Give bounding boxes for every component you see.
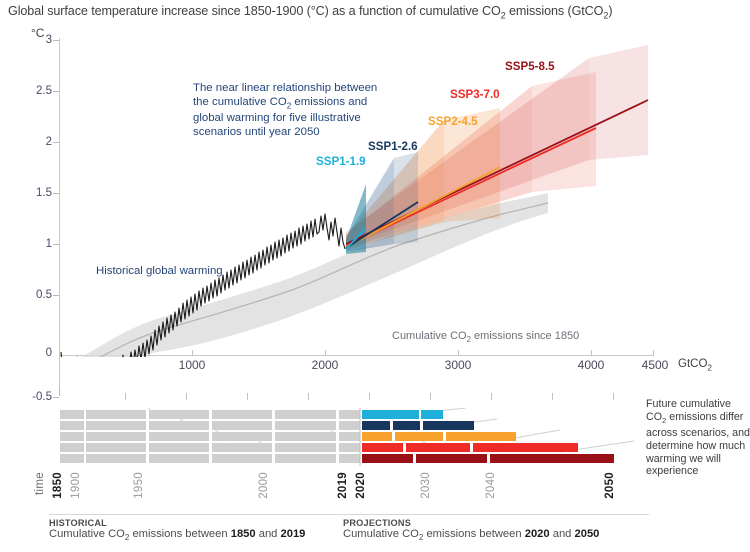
y-tick-3: 3 — [45, 34, 52, 46]
plot-label-ssp3-7.0: SSP3-7.0 — [450, 88, 500, 101]
temperature-projection-svg — [60, 45, 649, 357]
plot-label-ssp1-1.9: SSP1-1.9 — [316, 155, 366, 168]
timeline-year-2019: 2019 — [337, 472, 349, 499]
timeline-tickmark-2 — [186, 393, 187, 400]
timeline-row-ssp3-7.0 — [60, 443, 578, 452]
ssp5-8.5-range-plume — [346, 58, 589, 246]
plot-label-ssp2-4.5: SSP2-4.5 — [428, 115, 478, 128]
historical-observed-line — [60, 213, 346, 357]
x-axis-ticks: 1000 2000 3000 4000 4500 GtCO2 — [178, 350, 712, 373]
y-tick-0p5: 0.5 — [36, 289, 52, 301]
plot-label-ssp1-2.6: SSP1-2.6 — [368, 140, 418, 153]
timeline-tickmark-start — [59, 389, 60, 396]
main-plot-area: °C 3 2.5 2 1.5 1 0.5 0 -0.5 — [31, 26, 712, 403]
x-tick-4000: 4000 — [577, 358, 605, 372]
ssp3-7.0-range-plume-outer — [532, 72, 596, 192]
timeline-year-2020: 2020 — [355, 472, 367, 499]
x-axis-line — [59, 355, 653, 356]
x-tickmark-4500 — [653, 350, 654, 356]
timeline-row-ssp5-8.5 — [60, 454, 614, 463]
historical-trend-line — [99, 202, 549, 357]
timeline-year-1950: 1950 — [133, 472, 145, 499]
x-tick-2000: 2000 — [311, 358, 339, 372]
timeline-row-ssp2-4.5 — [60, 432, 516, 441]
y-tick-1p5: 1.5 — [36, 187, 52, 199]
y-tickmark-neg0p5 — [53, 397, 59, 398]
timeline-tickmark-7 — [491, 393, 492, 400]
x-tickmark-2000 — [325, 350, 326, 356]
annotation-future-emissions: Future cumulative CO2 emissions differ a… — [646, 398, 750, 478]
timeline-year-labels: time 1850 1900 1950 2000 2019 2020 2030 … — [0, 472, 750, 518]
timeline-tickmark-1 — [125, 393, 126, 400]
ssp5-8.5-range-plume-outer — [589, 45, 648, 160]
timeline-row-ssp1-2.6 — [60, 421, 474, 430]
y-axis-unit-label: °C — [31, 26, 45, 40]
x-tickmark-3000 — [458, 350, 459, 356]
footer-historical: HISTORICAL Cumulative CO2 emissions betw… — [49, 518, 305, 542]
footer-projections-heading: PROJECTIONS — [343, 518, 412, 528]
y-tickmark-0p5 — [53, 295, 59, 296]
y-tickmark-2 — [53, 142, 59, 143]
y-tick-0: 0 — [45, 347, 52, 359]
y-tickmark-3 — [53, 40, 59, 41]
timeline-tickmark-5 — [369, 393, 370, 400]
y-tick-2p5: 2.5 — [36, 85, 52, 97]
ssp1-1.9-median-line — [345, 227, 367, 250]
historical-uncertainty-band — [81, 193, 548, 357]
timeline-year-1850: 1850 — [52, 472, 64, 499]
timeline-year-2040: 2040 — [485, 472, 497, 499]
x-tickmark-1000 — [192, 350, 193, 356]
x-tick-1000: 1000 — [178, 358, 206, 372]
y-axis-line — [59, 38, 60, 395]
timeline-year-2000: 2000 — [258, 472, 270, 499]
ssp2-4.5-range-plume — [346, 120, 444, 250]
timeline-tickmark-4 — [308, 393, 309, 400]
footer-historical-text: Cumulative CO2 emissions between 1850 an… — [49, 528, 306, 543]
ssp1-2.6-median-line — [345, 201, 419, 249]
footer-divider — [49, 514, 649, 515]
timeline-tickmark-9 — [613, 393, 614, 400]
timeline-tickrow — [0, 388, 750, 402]
timeline-year-2050: 2050 — [604, 472, 616, 499]
annotation-historical-warming: Historical global warming — [96, 265, 223, 277]
y-tick-1: 1 — [45, 238, 52, 250]
y-tickmark-1p5 — [53, 193, 59, 194]
timeline-tickmark-8 — [552, 393, 553, 400]
timeline-year-2030: 2030 — [420, 472, 432, 499]
x-axis-inline-note: Cumulative CO2 emissions since 1850 — [392, 330, 580, 345]
y-tick-neg0p5: -0.5 — [32, 391, 52, 403]
page-title: Global surface temperature increase sinc… — [8, 4, 613, 21]
footer-historical-heading: HISTORICAL — [49, 518, 107, 528]
footer-projections-text: Cumulative CO2 emissions between 2020 an… — [343, 528, 600, 543]
timeline-axis-label: time — [34, 472, 46, 495]
timeline-tickmark-6 — [430, 393, 431, 400]
timeline-row-ssp1-1.9 — [60, 410, 443, 419]
timeline-year-1900: 1900 — [70, 472, 82, 499]
timeline-tickmark-3 — [247, 393, 248, 400]
ssp2-4.5-median-line — [345, 166, 501, 248]
plot-label-ssp5-8.5: SSP5-8.5 — [505, 60, 555, 73]
y-tickmark-2p5 — [53, 91, 59, 92]
timeline-section: time 1850 1900 1950 2000 2019 2020 2030 … — [0, 388, 750, 518]
footer-projections: PROJECTIONS Cumulative CO2 emissions bet… — [343, 518, 599, 542]
x-axis-unit-label: GtCO2 — [678, 358, 712, 373]
x-tick-4500: 4500 — [641, 358, 669, 372]
timeline-bars-svg — [60, 408, 635, 466]
x-tick-3000: 3000 — [444, 358, 472, 372]
annotation-linear-relationship: The near linear relationship between the… — [193, 82, 378, 139]
x-tickmark-4000 — [591, 350, 592, 356]
y-tick-2: 2 — [45, 136, 52, 148]
ssp3-7.0-range-plume — [346, 86, 532, 248]
y-axis-ticks: 3 2.5 2 1.5 1 0.5 0 -0.5 — [0, 0, 59, 552]
y-tickmark-1 — [53, 244, 59, 245]
